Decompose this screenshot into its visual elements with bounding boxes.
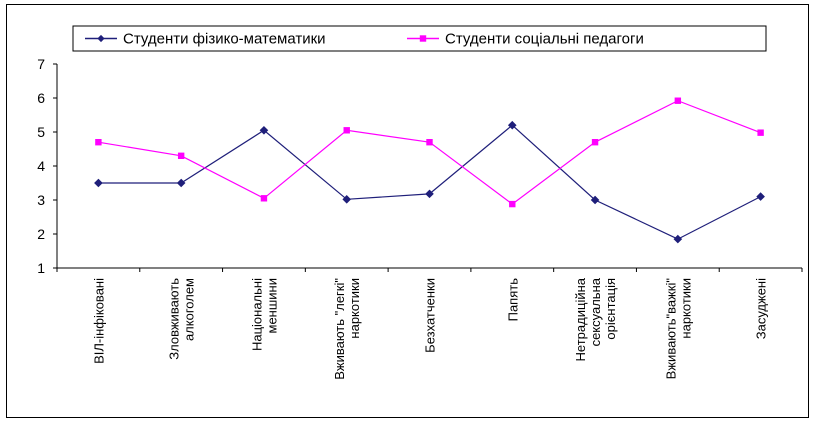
legend-label: Студенти фізико-математики [123, 31, 326, 48]
data-point [673, 234, 683, 244]
x-tick-label: Папять [505, 278, 520, 322]
data-point [260, 195, 268, 202]
data-point [425, 189, 434, 199]
chart-frame: 1 2 3 4 5 6 7 ВІЛ-інфіковані Зловживають алкоголе… [6, 4, 809, 418]
line-chart: 1 2 3 4 5 6 7 ВІЛ-інфіковані Зловживають алкоголе… [37, 25, 803, 380]
y-tick-label: 2 [37, 226, 45, 242]
data-point [177, 152, 185, 159]
x-tick-label: меншини [264, 278, 279, 333]
data-point [507, 120, 517, 130]
y-tick-label: 1 [37, 260, 45, 276]
x-tick-label: ВІЛ-інфіковані [91, 278, 106, 364]
data-point [591, 139, 599, 146]
y-tick-label: 3 [37, 192, 45, 208]
y-tick-label: 7 [37, 56, 45, 72]
x-tick-label: Засуджені [754, 278, 769, 339]
x-tick-label: Зловживають [167, 278, 182, 360]
legend-label: Студенти соціальні педагоги [445, 31, 644, 48]
x-tick-label: наркотики [678, 278, 693, 339]
series-layer [94, 97, 765, 244]
x-tick-label: алкоголем [182, 278, 197, 341]
data-point [343, 127, 350, 134]
x-tick-label: Національні [249, 278, 264, 351]
y-tick-label: 5 [37, 124, 45, 140]
x-tick-label: Вживають"важкі" [663, 278, 678, 380]
legend-swatch-marker [97, 34, 105, 43]
data-point [756, 192, 765, 201]
axes: 1 2 3 4 5 6 7 ВІЛ-інфіковані Зловживають алкоголе… [37, 56, 803, 380]
data-point [176, 178, 186, 188]
legend: Студенти фізико-математики Студенти соціа… [72, 25, 767, 52]
data-point [426, 139, 433, 146]
legend-swatch-marker [419, 35, 427, 42]
x-tick-label: Вживають "легкі" [332, 278, 347, 380]
y-tick-label: 4 [37, 158, 45, 174]
x-tick-label: Нетрадиційна [573, 277, 588, 361]
data-point [95, 139, 102, 146]
data-point [757, 129, 764, 136]
data-point [342, 195, 352, 204]
x-tick-label: орієнтація [603, 278, 618, 340]
x-tick-label: сексуальна [588, 277, 603, 346]
data-point [590, 195, 600, 205]
y-tick-label: 6 [37, 90, 45, 106]
data-point [509, 200, 516, 208]
x-tick-label: наркотики [347, 278, 362, 339]
data-point [94, 178, 103, 188]
series-line [98, 100, 761, 205]
data-point [674, 97, 682, 104]
data-point [259, 125, 269, 135]
x-tick-label: Безхатченки [423, 278, 438, 353]
